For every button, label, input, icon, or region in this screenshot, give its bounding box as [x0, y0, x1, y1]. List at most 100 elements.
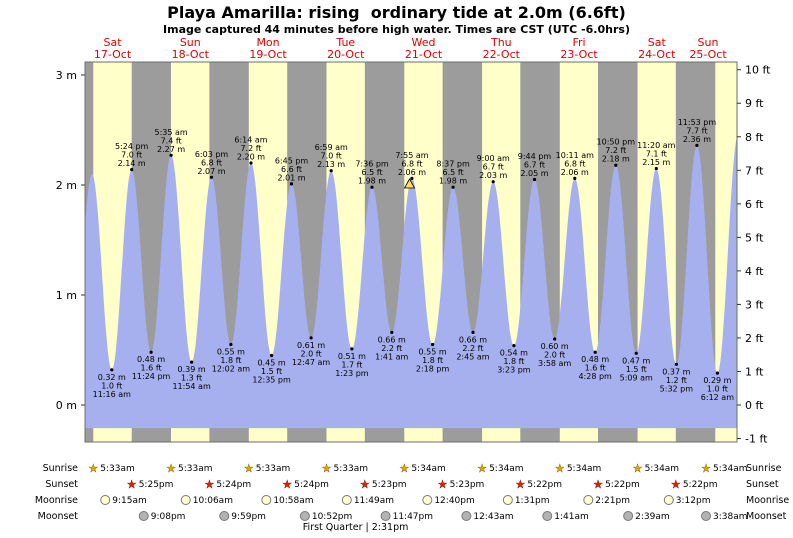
sunrise-icon: ★ [701, 462, 711, 475]
high-tide-point [654, 166, 658, 171]
high-tide-point [451, 185, 455, 189]
day-date-label: 24-Oct [638, 48, 676, 61]
high-tide-height-ft: 6.5 ft [362, 168, 383, 177]
high-tide-height-ft: 6.5 ft [443, 168, 464, 177]
sunset-icon: ★ [360, 478, 370, 491]
page-subtitle: Image captured 44 minutes before high wa… [163, 23, 630, 36]
sunset-time: 5:24pm [294, 480, 329, 490]
day-name-label: Thu [490, 36, 512, 49]
moonset-icon [623, 511, 634, 521]
low-tide-height-ft: 1.6 ft [585, 364, 606, 373]
high-tide-height-ft: 7.1 ft [646, 150, 667, 159]
high-tide-point [695, 143, 699, 147]
high-tide-height-m: 2.20 m [237, 153, 265, 162]
sunrise-icon: ★ [477, 462, 487, 475]
low-tide-point [431, 342, 435, 347]
low-tide-height-m: 0.60 m [541, 342, 569, 351]
moonset-icon [701, 511, 711, 521]
high-tide-point [329, 169, 333, 173]
right-axis-label: 8 ft [745, 131, 764, 144]
sunrise-icon: ★ [88, 462, 98, 475]
moonset-time: 2:39am [635, 512, 670, 522]
day-date-label: 23-Oct [560, 48, 598, 61]
high-tide-height-m: 2.14 m [118, 159, 146, 168]
low-tide-height-ft: 2.2 ft [381, 344, 402, 353]
high-tide-point [532, 177, 537, 182]
moonset-time: 10:52pm [312, 512, 352, 522]
sunrise-icon: ★ [244, 462, 254, 475]
sunrise-icon: ★ [555, 462, 565, 475]
low-tide-time: 5:09 am [620, 373, 653, 382]
high-tide-time: 5:35 am [155, 128, 188, 137]
high-tide-point [249, 161, 253, 165]
left-axis-label: 2 m [56, 179, 77, 192]
sunrise-row-label-left: Sunrise [43, 463, 79, 474]
high-tide-time: 6:59 am [315, 143, 348, 152]
day-date-label: 22-Oct [483, 48, 521, 61]
sunrise-time: 5:34am [411, 464, 446, 474]
high-tide-height-ft: 7.2 ft [240, 144, 261, 153]
sunrise-time: 5:34am [489, 464, 524, 474]
high-tide-height-m: 2.27 m [157, 145, 185, 154]
low-tide-time: 1:23 pm [335, 369, 369, 378]
moonset-time: 11:47pm [393, 512, 433, 522]
day-name-label: Fri [573, 36, 586, 49]
day-name-label: Sat [648, 36, 667, 49]
low-tide-height-ft: 2.2 ft [462, 344, 483, 353]
plot-frame [84, 61, 738, 443]
low-tide-height-m: 0.48 m [137, 355, 165, 364]
low-tide-point [390, 330, 394, 334]
high-tide-point [209, 175, 214, 179]
moonrise-icon [663, 495, 674, 505]
high-tide-time: 7:36 pm [355, 160, 389, 169]
low-tide-height-ft: 1.8 ft [422, 356, 443, 365]
sunset-row-label-right: Sunset [746, 479, 779, 490]
high-tide-time: 9:00 am [477, 154, 510, 163]
current-tide-marker [403, 178, 416, 189]
left-axis-label: 0 m [56, 399, 77, 412]
high-tide-time: 6:14 am [234, 136, 267, 145]
day-name-label: Mon [256, 36, 279, 49]
low-tide-time: 12:47 am [292, 358, 331, 367]
high-tide-height-ft: 6.8 ft [401, 159, 422, 168]
right-axis-label: 5 ft [745, 231, 764, 244]
low-tide-point [270, 353, 274, 358]
sunrise-time: 5:34am [645, 464, 680, 474]
sunrise-icon: ★ [399, 462, 409, 475]
sunrise-icon: ★ [322, 462, 332, 475]
moon-phase-label: First Quarter | 2:31pm [303, 522, 409, 533]
low-tide-height-m: 0.54 m [500, 349, 528, 358]
right-axis-label: 6 ft [745, 198, 764, 211]
high-tide-height-ft: 6.8 ft [564, 159, 585, 168]
low-tide-point [110, 368, 114, 372]
high-tide-time: 7:55 am [395, 151, 428, 160]
high-tide-time: 11:20 am [637, 141, 676, 150]
right-axis-label: 1 ft [745, 365, 764, 378]
high-tide-point [491, 180, 495, 184]
low-tide-height-m: 0.45 m [257, 359, 285, 368]
high-tide-point [289, 182, 294, 186]
moonrise-time: 2:21pm [595, 496, 630, 506]
low-tide-point [553, 337, 557, 341]
low-tide-time: 5:32 pm [660, 384, 694, 393]
day-date-label: 19-Oct [249, 48, 287, 61]
low-tide-point [512, 344, 516, 348]
moonset-icon [380, 511, 391, 521]
high-tide-height-m: 2.36 m [683, 135, 711, 144]
sunrise-icon: ★ [633, 462, 643, 475]
high-tide-point [169, 153, 173, 157]
moonrise-icon [583, 495, 594, 505]
high-tide-height-ft: 7.0 ft [121, 151, 142, 160]
low-tide-time: 11:16 am [93, 390, 132, 399]
moonset-icon [219, 511, 230, 521]
right-axis-label: 7 ft [745, 164, 764, 177]
low-tide-time: 11:24 pm [132, 372, 171, 381]
moonrise-icon [341, 495, 352, 505]
right-axis-label: 4 ft [745, 265, 764, 278]
high-tide-point [370, 185, 374, 189]
high-tide-height-ft: 7.7 ft [686, 126, 707, 135]
moonrise-time: 3:12pm [676, 496, 711, 506]
high-tide-height-m: 2.15 m [642, 158, 670, 167]
low-tide-time: 11:54 am [172, 382, 211, 391]
moonrise-time: 10:58am [273, 496, 313, 506]
